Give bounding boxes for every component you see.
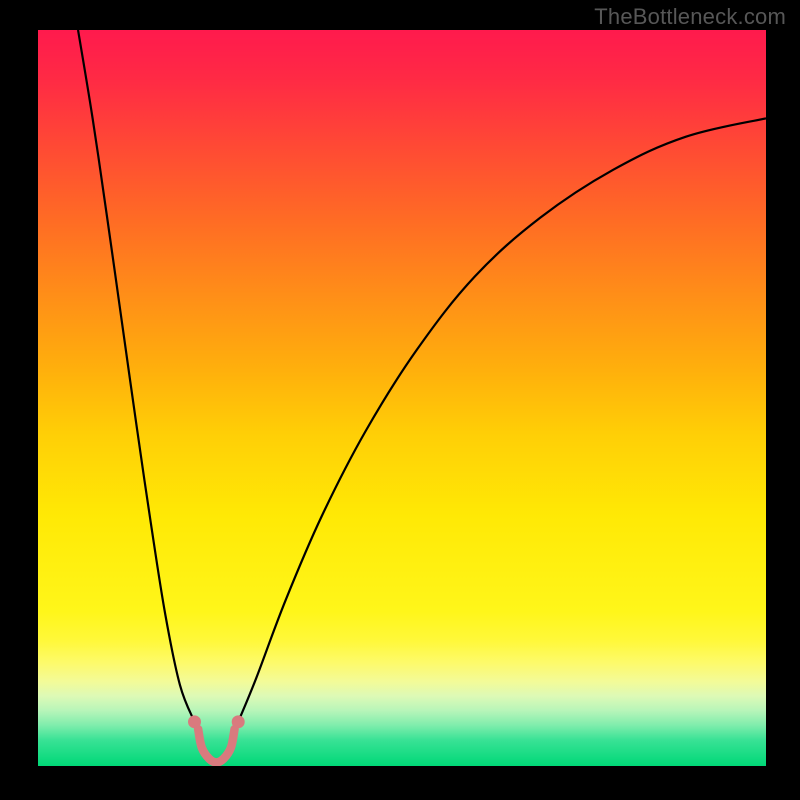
bottom-marker-dot <box>188 715 201 728</box>
chart-container: TheBottleneck.com <box>0 0 800 800</box>
plot-area <box>38 30 766 766</box>
bottom-marker-dot <box>232 715 245 728</box>
watermark-text: TheBottleneck.com <box>594 4 786 30</box>
bottleneck-curve <box>38 30 766 766</box>
curve-left-branch <box>78 30 194 722</box>
bottom-u-marker <box>198 729 234 762</box>
curve-right-branch <box>238 118 766 722</box>
